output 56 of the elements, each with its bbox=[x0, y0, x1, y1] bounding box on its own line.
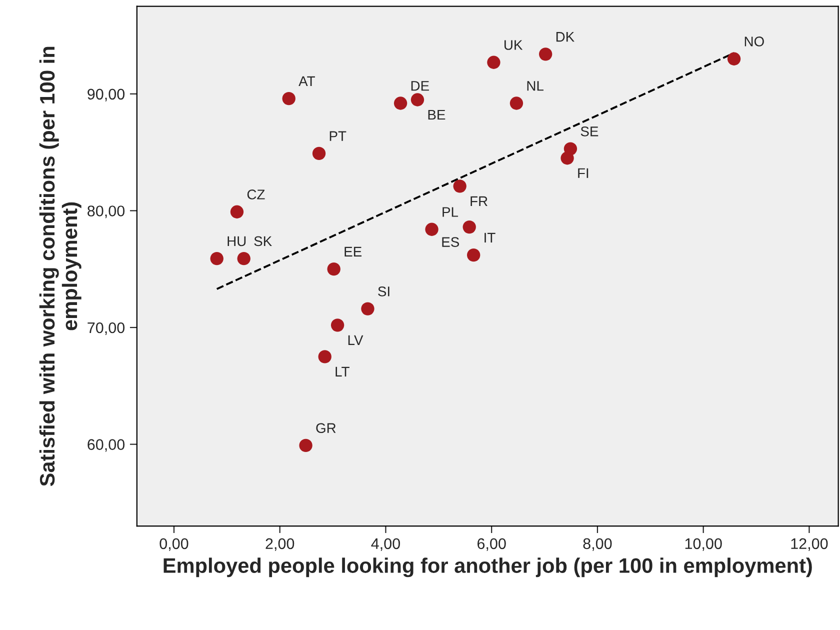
annotation: SK bbox=[254, 236, 272, 246]
point bbox=[727, 52, 741, 66]
x-tick-label: 10,00 bbox=[685, 538, 722, 551]
point bbox=[394, 96, 408, 110]
x-tick-label: 2,00 bbox=[266, 538, 294, 551]
annotation: PL bbox=[442, 207, 458, 217]
annotation: FI bbox=[578, 168, 588, 178]
x-axis-title: Employed people looking for another job (per 100 in employment) bbox=[164, 558, 812, 578]
annotation: IT bbox=[484, 232, 496, 242]
annotation: DE bbox=[411, 81, 429, 91]
annotation: GR bbox=[316, 423, 336, 433]
y-tick-label: 60,00 bbox=[88, 439, 125, 452]
x-tick-label: 12,00 bbox=[791, 538, 828, 551]
x-tick-label: 8,00 bbox=[583, 538, 612, 551]
y-tick-label: 90,00 bbox=[88, 88, 125, 102]
annotation: FR bbox=[470, 196, 488, 206]
point bbox=[425, 222, 438, 236]
annotation: NO bbox=[744, 36, 764, 46]
x-tick-label: 0,00 bbox=[160, 538, 188, 551]
point bbox=[230, 205, 244, 218]
point bbox=[318, 350, 332, 364]
point bbox=[312, 146, 326, 160]
annotation: EE bbox=[344, 246, 362, 256]
point bbox=[237, 252, 250, 266]
annotation: SE bbox=[580, 126, 598, 136]
annotation: LV bbox=[348, 335, 364, 345]
annotation: HU bbox=[228, 236, 246, 246]
annotation: CZ bbox=[247, 190, 265, 200]
point bbox=[538, 48, 552, 61]
x-tick-label: 6,00 bbox=[478, 538, 506, 551]
point bbox=[299, 438, 312, 452]
point bbox=[487, 56, 500, 69]
x-tick-label: 4,00 bbox=[371, 538, 400, 551]
point bbox=[361, 302, 374, 316]
point bbox=[510, 96, 524, 110]
annotation: AT bbox=[298, 76, 315, 86]
annotation: PT bbox=[330, 131, 346, 141]
y-axis-title: Satisfied with working conditions (per 100 in employment) bbox=[39, 46, 82, 486]
point bbox=[327, 262, 340, 276]
point bbox=[330, 318, 344, 332]
point bbox=[462, 220, 476, 234]
annotation: ES bbox=[442, 237, 459, 247]
y-tick-label: 80,00 bbox=[88, 206, 125, 218]
annotation: BE bbox=[428, 110, 446, 120]
point bbox=[282, 92, 296, 106]
point bbox=[560, 152, 574, 165]
annotation: DK bbox=[556, 32, 574, 42]
annotation: SI bbox=[378, 286, 390, 296]
annotation: NL bbox=[527, 81, 544, 91]
point bbox=[453, 180, 466, 193]
point bbox=[467, 248, 480, 262]
annotation: LT bbox=[336, 366, 350, 376]
annotation: UK bbox=[504, 40, 523, 50]
point bbox=[210, 252, 224, 266]
y-tick-label: 70,00 bbox=[88, 322, 125, 335]
point bbox=[410, 93, 424, 106]
